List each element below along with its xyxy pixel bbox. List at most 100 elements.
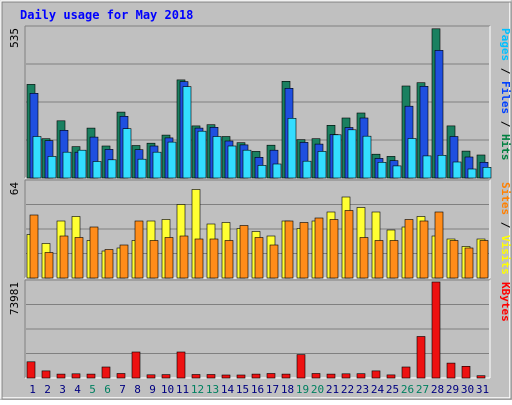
x-tick-label-day-5: 5 [89,383,96,396]
bar-pages-day-6 [107,159,117,179]
bar-pages-day-19 [302,160,312,179]
bar-sites-day-21 [329,219,339,279]
x-tick-label-day-14: 14 [221,383,235,396]
bar-pages-day-12 [197,130,207,179]
bar-sites-day-1 [29,214,39,279]
legend-part: Pages [499,28,512,61]
bar-sites-day-6 [104,249,114,279]
bar-sites-day-8 [134,220,144,279]
bar-kbytes-day-16 [251,373,261,379]
x-tick-label-day-22: 22 [341,383,354,396]
bar-sites-day-15 [239,225,249,279]
x-tick-label-day-23: 23 [356,383,369,396]
bar-sites-day-2 [44,252,54,279]
panel-top: 535 Pages / Files / Hits [8,25,512,179]
bar-sites-day-22 [344,210,354,279]
bar-pages-day-24 [377,162,387,179]
legend-part: Sites [499,182,512,215]
bar-pages-day-25 [392,165,402,179]
x-tick-label-day-25: 25 [386,383,399,396]
bar-kbytes-day-27 [416,336,426,379]
legend-part: / [499,61,512,81]
bar-pages-day-18 [287,118,297,179]
bar-sites-day-11 [179,235,189,279]
x-tick-label-day-18: 18 [281,383,294,396]
bar-pages-day-29 [452,161,462,179]
bar-pages-day-4 [77,149,87,179]
bar-kbytes-day-26 [401,366,411,379]
bar-pages-day-31 [482,167,492,179]
bar-kbytes-day-20 [311,373,321,379]
bar-sites-day-18 [284,220,294,279]
y-max-label-top: 535 [8,28,21,48]
bar-pages-day-30 [467,168,477,179]
chart-title: Daily usage for May 2018 [20,8,193,22]
bar-kbytes-day-8 [131,351,141,379]
bar-kbytes-day-9 [146,374,156,379]
bar-pages-day-28 [437,155,447,179]
legend-part: / [499,215,512,235]
bar-sites-day-23 [359,237,369,279]
bar-pages-day-7 [122,128,132,179]
bar-kbytes-day-11 [176,351,186,379]
x-tick-label-day-17: 17 [266,383,279,396]
bar-kbytes-day-17 [266,373,276,379]
bar-pages-day-14 [227,145,237,179]
bar-pages-day-15 [242,149,252,179]
y-max-label-middle: 64 [8,182,21,196]
bar-sites-day-12 [194,238,204,279]
bar-sites-day-20 [314,217,324,279]
bar-pages-day-2 [47,156,57,179]
bar-sites-day-25 [389,240,399,279]
bar-sites-day-30 [464,247,474,279]
bar-kbytes-day-3 [56,373,66,379]
bar-kbytes-day-29 [446,362,456,379]
x-tick-label-day-8: 8 [134,383,141,396]
x-tick-label-day-2: 2 [44,383,51,396]
bar-sites-day-14 [224,240,234,279]
bar-kbytes-day-4 [71,373,81,379]
bar-sites-day-13 [209,238,219,279]
x-tick-label-day-16: 16 [251,383,264,396]
legend-label-middle: Sites / Visits [499,182,512,275]
x-tick-label-day-6: 6 [104,383,111,396]
bar-sites-day-31 [479,240,489,279]
x-tick-label-day-20: 20 [311,383,324,396]
bar-sites-day-28 [434,211,444,279]
bar-sites-day-10 [164,237,174,279]
bar-kbytes-day-13 [206,374,216,379]
legend-part: / [499,114,512,134]
bar-pages-day-5 [92,161,102,179]
bar-sites-day-7 [119,244,129,279]
bar-kbytes-day-19 [296,354,306,379]
bar-pages-day-20 [317,151,327,179]
bar-pages-day-13 [212,136,222,179]
legend-label-bottom: KBytes [499,282,512,322]
legend-part: Files [499,81,512,114]
x-tick-label-day-12: 12 [191,383,204,396]
panel-bottom: 73981 KBytes [8,279,512,379]
bar-kbytes-day-1 [26,361,36,379]
bar-sites-day-19 [299,222,309,279]
bar-pages-day-23 [362,135,372,179]
bar-pages-day-3 [62,151,72,179]
x-tick-label-day-3: 3 [59,383,66,396]
x-tick-label-day-19: 19 [296,383,309,396]
x-tick-label-day-10: 10 [161,383,174,396]
bar-kbytes-day-6 [101,366,111,379]
x-tick-label-day-11: 11 [176,383,189,396]
bar-kbytes-day-5 [86,373,96,379]
panel-middle: 64 Sites / Visits [8,179,512,279]
bar-sites-day-3 [59,235,69,279]
x-tick-label-day-26: 26 [401,383,414,396]
bar-pages-day-9 [152,151,162,179]
legend-label-top: Pages / Files / Hits [499,28,512,161]
x-tick-label-day-4: 4 [74,383,81,396]
bar-kbytes-day-28 [431,281,441,379]
bar-pages-day-16 [257,165,267,179]
bar-sites-day-17 [269,244,279,279]
